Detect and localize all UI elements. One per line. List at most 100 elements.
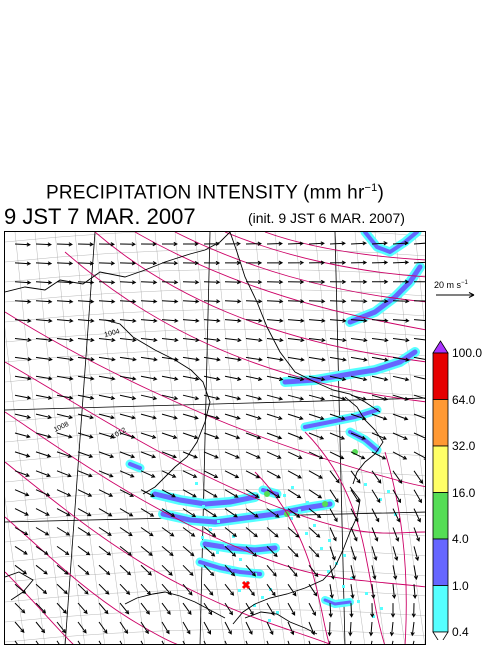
wind-arrow <box>119 640 123 644</box>
wind-arrow <box>266 564 277 577</box>
wind-arrow <box>224 413 241 420</box>
wind-arrow <box>245 318 263 323</box>
wind-arrow <box>266 375 284 382</box>
wind-arrow <box>371 565 377 581</box>
wind-arrow <box>350 260 368 265</box>
wind-arrow <box>224 318 242 323</box>
wind-arrow <box>266 583 276 597</box>
wind-arrow <box>203 375 221 381</box>
wind-arrow <box>161 546 174 557</box>
wind-arrow <box>77 242 94 247</box>
wind-arrow <box>371 394 389 401</box>
wind-arrow <box>140 241 157 247</box>
wind-arrow <box>119 527 133 537</box>
wind-arrow <box>287 527 300 538</box>
wind-arrow <box>140 508 155 517</box>
wind-arrow <box>266 299 284 304</box>
grid-meridian <box>134 232 185 644</box>
wind-arrow <box>308 527 321 538</box>
colorbar-box <box>432 585 449 633</box>
wind-arrow <box>350 413 367 421</box>
wind-arrow <box>287 621 295 636</box>
wind-arrow <box>371 241 388 246</box>
wind-arrow <box>245 489 260 498</box>
wind-arrow <box>182 280 200 285</box>
wind-arrow <box>182 602 192 616</box>
wind-arrow <box>224 337 242 343</box>
wind-arrow <box>35 545 49 555</box>
wind-arrow <box>287 489 302 499</box>
wind-arrow <box>266 508 280 518</box>
wind-arrow <box>413 281 425 283</box>
wind-arrow <box>413 565 419 581</box>
wind-arrow <box>182 564 194 576</box>
wind-arrow <box>98 546 112 556</box>
wind-arrow <box>266 241 283 246</box>
wind-arrow <box>182 640 185 644</box>
wind-arrow <box>182 432 199 440</box>
wind-arrow <box>350 241 367 246</box>
wind-arrow <box>308 546 320 558</box>
wind-arrow <box>140 640 144 644</box>
wind-arrow <box>369 621 374 637</box>
wind-arrow <box>140 489 155 498</box>
wind-arrow <box>35 356 53 362</box>
wind-arrow <box>140 621 149 635</box>
wind-arrow <box>245 299 263 304</box>
wind-arrow <box>14 527 29 536</box>
wind-arrow <box>161 640 165 644</box>
precip-light <box>280 347 420 387</box>
wind-arrow <box>245 375 263 381</box>
wind-arrow <box>161 508 176 517</box>
wind-arrow <box>245 564 256 577</box>
wind-arrow <box>182 413 199 420</box>
wind-arrow <box>308 279 326 285</box>
wind-arrow <box>329 527 337 542</box>
wind-arrow <box>245 621 253 635</box>
wind-arrow <box>350 299 368 304</box>
wind-arrow <box>182 583 193 596</box>
wind-arrow <box>14 545 28 555</box>
wind-arrow <box>392 299 410 304</box>
wind-arrow <box>56 375 74 381</box>
wind-arrow <box>224 279 242 285</box>
wind-arrow <box>119 337 137 343</box>
wind-arrow <box>98 242 115 247</box>
isobar-line <box>5 516 178 644</box>
grid-parallel <box>5 289 425 303</box>
wind-arrow <box>98 451 115 459</box>
colorbar-over-triangle <box>432 340 449 354</box>
wind-vectors <box>14 241 425 644</box>
wind-arrow <box>350 338 368 343</box>
wind-arrow <box>98 318 116 323</box>
wind-arrow <box>182 394 200 401</box>
wind-arrow <box>140 564 152 576</box>
wind-arrow <box>77 356 95 362</box>
precip-speck <box>239 558 242 561</box>
precip-speck <box>283 494 286 497</box>
wind-arrow <box>119 451 136 459</box>
wind-arrow <box>245 546 257 557</box>
wind-arrow <box>287 337 305 343</box>
wind-arrow <box>98 489 114 497</box>
wind-arrow <box>329 470 340 484</box>
precip-speck <box>342 585 345 588</box>
wind-arrow <box>140 318 158 323</box>
precip-speck <box>364 483 367 486</box>
wind-arrow <box>35 527 50 536</box>
wind-arrow <box>287 318 305 323</box>
wind-arrow <box>203 260 221 266</box>
wind-arrow <box>308 318 326 323</box>
wind-arrow <box>224 489 239 498</box>
isobar-contours <box>5 232 425 644</box>
wind-arrow <box>392 356 410 362</box>
wind-arrow <box>287 583 297 597</box>
wind-arrow <box>77 413 95 420</box>
precip-speck <box>320 547 323 550</box>
wind-arrow <box>391 640 394 644</box>
wind-arrow <box>266 413 283 420</box>
wind-arrow <box>98 640 102 644</box>
wind-arrow <box>266 318 284 323</box>
precip-moderate <box>303 408 379 429</box>
wind-arrow <box>349 603 354 618</box>
